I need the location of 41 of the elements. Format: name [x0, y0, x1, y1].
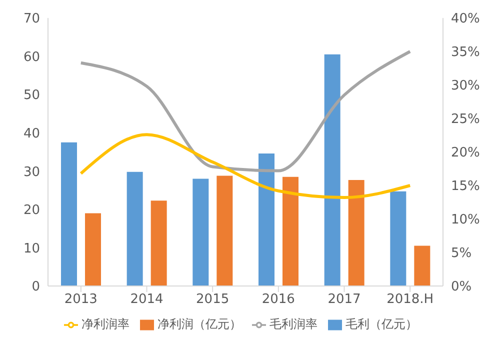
- y-tick-label: 70: [23, 12, 40, 27]
- bar: [61, 142, 77, 286]
- bar: [192, 178, 209, 286]
- line-series: [79, 50, 412, 172]
- line-series: [79, 133, 412, 200]
- y2-tick-label: 20%: [451, 146, 480, 161]
- y-tick-label: 10: [23, 241, 40, 256]
- y-tick-label: 60: [23, 50, 40, 65]
- x-tick-label: 2017: [328, 292, 361, 308]
- bar: [216, 176, 233, 286]
- bar: [324, 54, 340, 286]
- legend-label: 净利润率: [82, 317, 130, 331]
- legend-label: 净利润（亿元）: [158, 317, 242, 331]
- y2-tick-label: 40%: [451, 12, 480, 27]
- bar: [414, 246, 430, 286]
- bar: [126, 172, 143, 286]
- x-tick-label: 2016: [262, 292, 295, 308]
- y2-tick-label: 25%: [451, 112, 480, 128]
- bar: [85, 213, 101, 286]
- y-tick-label: 30: [23, 164, 40, 180]
- bar: [258, 154, 274, 286]
- y-tick-label: 20: [23, 203, 40, 218]
- bar: [150, 200, 167, 286]
- y2-tick-label: 15%: [451, 179, 480, 194]
- y-tick-label: 50: [23, 88, 40, 104]
- x-tick-label: 2015: [196, 292, 230, 308]
- x-tick-label: 2013: [64, 292, 98, 308]
- y2-tick-label: 35%: [451, 45, 480, 60]
- x-tick-label: 2014: [130, 292, 164, 308]
- y-tick-label: 40: [23, 126, 40, 142]
- x-tick-label: 2018.H: [386, 292, 434, 308]
- y2-tick-label: 5%: [451, 246, 472, 262]
- bar: [390, 191, 406, 286]
- y2-tick-label: 30%: [451, 78, 480, 94]
- y2-tick-label: 10%: [451, 212, 480, 228]
- bar: [348, 180, 364, 286]
- legend-label: 毛利润率: [270, 317, 318, 331]
- y2-tick-label: 0%: [451, 280, 472, 295]
- legend-label: 毛利（亿元）: [346, 317, 418, 331]
- y-tick-label: 0: [32, 280, 40, 295]
- bar: [282, 176, 298, 286]
